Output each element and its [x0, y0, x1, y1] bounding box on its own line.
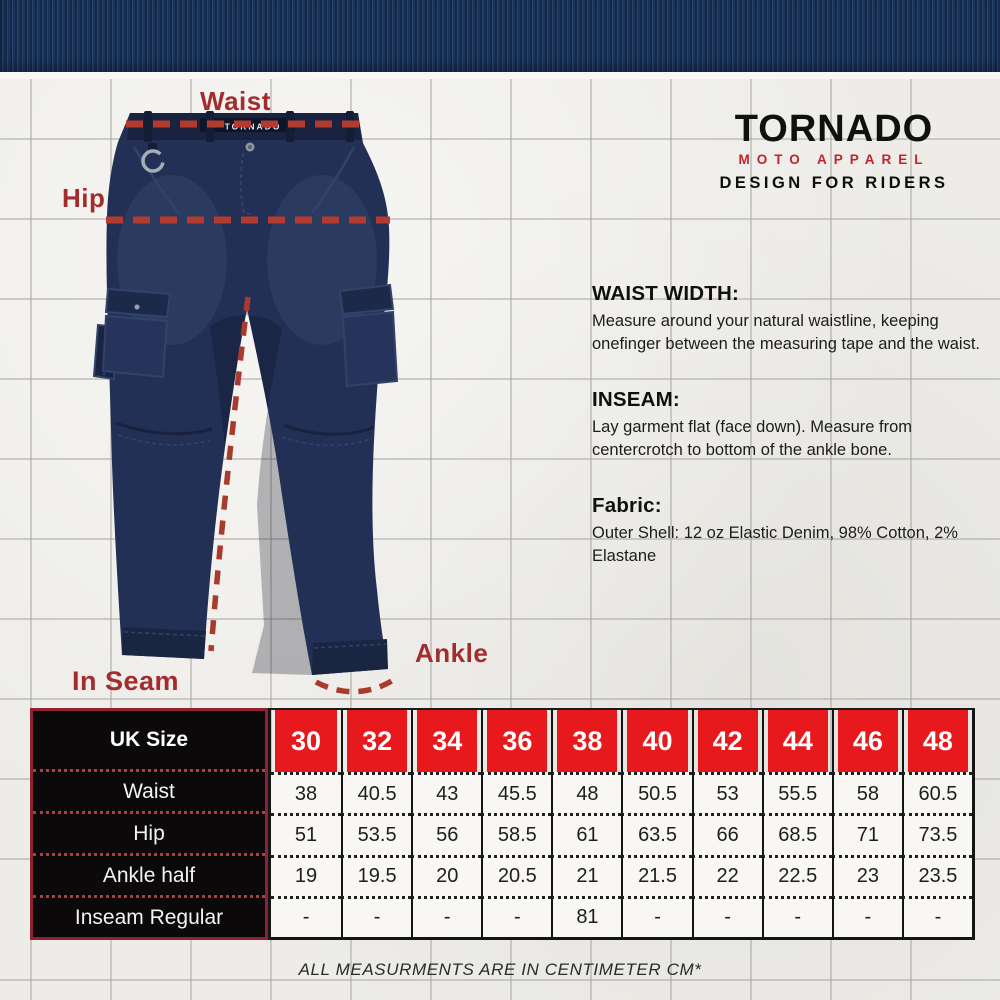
- size-value-cell: 38: [271, 772, 342, 814]
- size-value-cell: 20.5: [481, 854, 552, 896]
- inseam-heading: INSEAM:: [592, 387, 680, 411]
- size-header-cell: 30: [271, 710, 341, 772]
- size-value-cell: -: [761, 895, 832, 937]
- size-value-cell: 68.5: [761, 813, 832, 855]
- fabric-heading: Fabric:: [592, 493, 662, 517]
- brand-tagline: MOTO APPAREL: [738, 152, 930, 167]
- fabric-body: Outer Shell: 12 oz Elastic Denim, 98% Co…: [592, 523, 958, 566]
- size-value-cell: 21.5: [621, 854, 692, 896]
- waist-width-heading: WAIST WIDTH:: [592, 282, 740, 305]
- size-header-cell: 40: [621, 710, 691, 772]
- size-value-cell: 50.5: [621, 772, 692, 814]
- size-table-label-column: UK Size Waist Hip Ankle half Inseam Regular: [30, 708, 268, 940]
- footer-note: ALL MEASURMENTS ARE IN CENTIMETER CM*: [298, 960, 702, 979]
- size-value-cell: 19.5: [341, 854, 412, 896]
- size-value-cell: 53.5: [341, 813, 412, 855]
- inseam-body: Lay garment flat (face down). Measure fr…: [592, 417, 913, 460]
- size-value-cell: -: [341, 895, 412, 937]
- band-divider: [0, 72, 1000, 79]
- svg-text:TORNADO: TORNADO: [225, 122, 282, 132]
- size-header-value: 44: [767, 710, 828, 772]
- size-header-cell: 32: [341, 710, 411, 772]
- size-value-cell: 81: [551, 895, 622, 937]
- size-value-cell: 58: [831, 772, 902, 814]
- size-value-cell: 40.5: [341, 772, 412, 814]
- size-header-value: 36: [487, 710, 548, 772]
- size-value-cell: 63.5: [621, 813, 692, 855]
- brand-motto: DESIGN FOR RIDERS: [719, 174, 949, 192]
- size-row-label: Hip: [33, 811, 265, 853]
- size-row-label: Ankle half: [33, 853, 265, 895]
- size-value-cell: -: [691, 895, 762, 937]
- size-value-cell: -: [831, 895, 902, 937]
- size-value-cell: 23: [831, 854, 902, 896]
- size-value-cell: -: [271, 895, 342, 937]
- brand-logo: TORNADO MOTO APPAREL DESIGN FOR RIDERS: [688, 110, 980, 193]
- size-value-cell: -: [411, 895, 482, 937]
- size-header-value: 34: [417, 710, 478, 772]
- size-header-value: 32: [347, 710, 408, 772]
- size-value-cell: 43: [411, 772, 482, 814]
- size-value-cell: 19: [271, 854, 342, 896]
- size-header-value: 38: [557, 710, 618, 772]
- size-header-cell: 36: [481, 710, 551, 772]
- brand-name: TORNADO: [734, 108, 934, 150]
- size-row-label: Waist: [33, 769, 265, 811]
- uk-size-header: UK Size: [109, 728, 189, 751]
- size-table: UK Size Waist Hip Ankle half Inseam Regular…: [30, 708, 975, 940]
- size-header-value: 40: [627, 710, 688, 772]
- size-value-cell: -: [621, 895, 692, 937]
- ankle-measure-label: Ankle: [415, 638, 489, 668]
- inseam-measure-label: In Seam: [72, 666, 180, 696]
- size-value-cell: 66: [691, 813, 762, 855]
- size-header-cell: 44: [761, 710, 832, 772]
- hip-measure-label: Hip: [62, 183, 106, 213]
- size-value-cell: 55.5: [761, 772, 832, 814]
- size-value-cell: 22: [691, 854, 762, 896]
- size-value-cell: 56: [411, 813, 482, 855]
- size-header-value: 42: [697, 710, 758, 772]
- size-header-cell: 48: [901, 710, 972, 772]
- size-value-cell: 53: [691, 772, 762, 814]
- info-sections: WAIST WIDTH: Measure around your natural…: [592, 282, 990, 600]
- pants-illustration: TORNADO: [92, 111, 400, 695]
- size-value-cell: 58.5: [481, 813, 552, 855]
- fabric-texture-band: [0, 0, 1000, 72]
- size-value-cell: 73.5: [901, 813, 972, 855]
- size-header-cell: 42: [691, 710, 762, 772]
- size-value-cell: 20: [411, 854, 482, 896]
- size-value-cell: 48: [551, 772, 622, 814]
- size-table-grid: 30 32 34 36 38 40 42 44 46 48 38 40.5 43 45.5 48 50.5 53…: [268, 708, 975, 940]
- waist-measure-label: Waist: [200, 86, 271, 116]
- waist-width-body: Measure around your natural waistline, k…: [592, 312, 981, 354]
- size-header-cell: 34: [411, 710, 481, 772]
- size-value-cell: 51: [271, 813, 342, 855]
- size-value-cell: 71: [831, 813, 902, 855]
- size-value-cell: 60.5: [901, 772, 972, 814]
- size-value-cell: 23.5: [901, 854, 972, 896]
- size-header-value: 30: [275, 710, 338, 772]
- size-row-label: Inseam Regular: [33, 895, 265, 937]
- size-value-cell: -: [481, 895, 552, 937]
- size-value-cell: 22.5: [761, 854, 832, 896]
- size-value-cell: 61: [551, 813, 622, 855]
- size-value-cell: -: [901, 895, 972, 937]
- size-header-value: 46: [837, 710, 898, 772]
- size-header-cell: 38: [551, 710, 621, 772]
- size-value-cell: 45.5: [481, 772, 552, 814]
- size-value-cell: 21: [551, 854, 622, 896]
- measurement-dashes: [106, 120, 400, 695]
- size-header-value: 48: [907, 710, 968, 772]
- size-header-cell: 46: [831, 710, 902, 772]
